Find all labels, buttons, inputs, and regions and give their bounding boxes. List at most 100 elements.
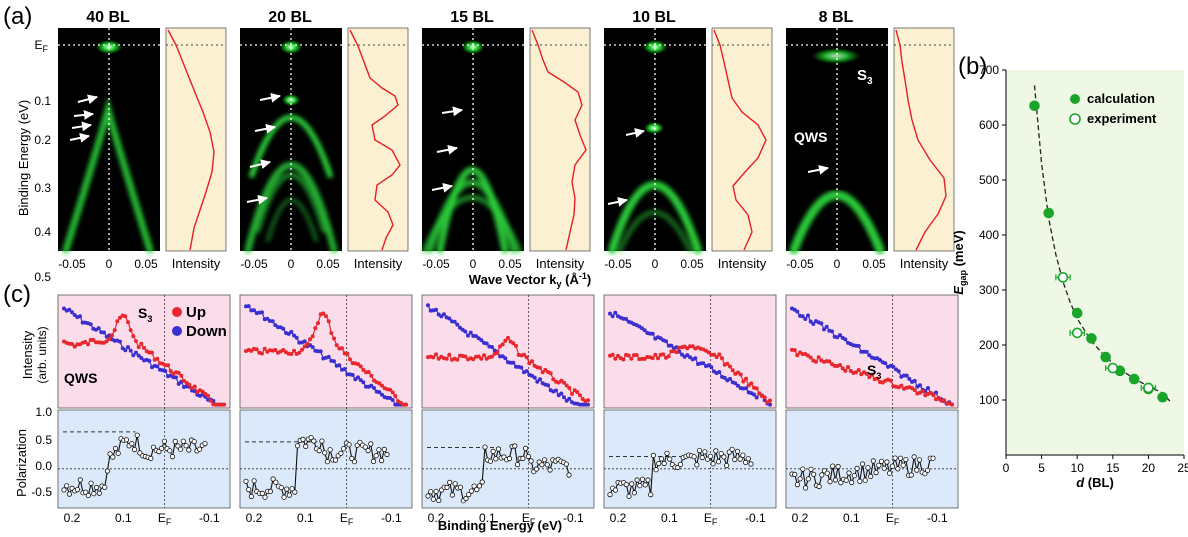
spin-up-point — [308, 337, 312, 342]
spin-x-tick: EF — [522, 511, 536, 527]
spin-up-point — [854, 370, 858, 375]
polarization-point — [444, 484, 450, 490]
polarization-point — [248, 493, 254, 500]
spin-up-point — [936, 396, 941, 400]
polarization-point — [466, 491, 472, 498]
spin-up-point — [348, 357, 352, 362]
polarization-point — [148, 455, 154, 461]
polarization-point — [903, 456, 909, 463]
spin-up-point — [356, 362, 360, 367]
polarization-point — [884, 459, 890, 465]
polarization-point — [900, 462, 906, 468]
polarization-point — [487, 458, 493, 464]
polarization-point — [104, 468, 111, 474]
polarization-point — [914, 467, 920, 473]
polarization-point — [378, 457, 385, 464]
spin-down-point — [270, 319, 275, 324]
spin-down-point — [310, 345, 315, 350]
polarization-point — [167, 448, 173, 454]
spin-x-tick: -0.1 — [563, 511, 584, 525]
spin-up-point — [471, 357, 476, 362]
polarization-point — [607, 491, 613, 498]
spin-up-point — [126, 320, 130, 325]
polarization-point — [150, 444, 157, 450]
polarization-point — [278, 484, 284, 491]
polarization-point — [436, 497, 442, 503]
spin-up-point — [297, 350, 302, 355]
polarization-point — [365, 447, 371, 454]
polarization-point — [718, 450, 724, 457]
spin-up-point — [390, 390, 395, 395]
spin-up-point — [575, 390, 580, 395]
polarization-point — [351, 459, 358, 465]
spin-down-point — [907, 376, 912, 381]
gap-x-tick: 15 — [1106, 461, 1120, 475]
legend-up-label: Up — [186, 304, 206, 321]
spin-down-point — [806, 313, 810, 318]
polarization-point — [838, 479, 844, 486]
polarization-point — [514, 461, 521, 468]
spin-down-point — [390, 398, 395, 402]
spin-down-point — [830, 329, 834, 334]
legend-experiment-label: experiment — [1087, 111, 1157, 126]
calculation-point — [1029, 100, 1040, 112]
spin-up-point — [444, 356, 449, 361]
polarization-point — [862, 477, 868, 483]
spin-up-point — [139, 341, 144, 346]
spin-down-point — [642, 328, 647, 333]
spin-down-point — [835, 335, 840, 340]
spin-up-point — [650, 356, 655, 361]
spin-up-point — [950, 402, 954, 407]
gap-x-tick: 5 — [1038, 461, 1045, 475]
spin-up-point — [538, 365, 542, 370]
polarization-point — [332, 457, 339, 463]
polarization-point — [639, 476, 646, 482]
polarization-point — [284, 486, 290, 492]
polarization-point — [83, 489, 89, 495]
spin-up-point — [292, 348, 296, 353]
spin-down-point — [484, 341, 489, 346]
polarization-point — [91, 491, 97, 497]
spin-down-point — [838, 333, 842, 338]
polarization-point — [430, 496, 436, 502]
polarization-point — [805, 476, 811, 482]
spin-up-point — [490, 354, 494, 359]
pol-tick: 0.5 — [35, 433, 52, 447]
spin-down-point — [669, 343, 674, 348]
spin-down-point — [318, 349, 323, 354]
polarization-point — [870, 458, 877, 464]
polarization-point — [338, 450, 344, 456]
spin-down-point — [912, 378, 917, 383]
gap-y-tick: 500 — [979, 173, 999, 187]
spin-up-point — [920, 389, 925, 393]
spin-up-point — [482, 353, 486, 358]
spin-up-point — [551, 377, 556, 382]
spin-down-point — [439, 314, 444, 319]
edc-curve-15bl — [531, 29, 587, 251]
spin-up-point — [166, 363, 170, 368]
spin-x-tick: 0.2 — [610, 511, 627, 525]
edc-curves — [167, 29, 947, 251]
polarization-point — [835, 463, 841, 470]
spin-down-point — [808, 319, 813, 324]
spin-up-point — [377, 381, 382, 386]
gap-y-tick: 600 — [979, 118, 999, 132]
gap-y-tick: 700 — [979, 63, 999, 77]
polarization-point — [362, 444, 368, 450]
polarization-point — [843, 477, 849, 483]
spin-down-point — [918, 383, 922, 388]
spin-down-point — [447, 316, 452, 321]
spin-x-tick: EF — [158, 511, 172, 527]
spin-up-point — [300, 347, 304, 352]
polarization-point — [819, 472, 825, 478]
polarization-point — [308, 434, 314, 441]
polarization-point — [808, 466, 814, 472]
spin-up-point — [260, 351, 264, 356]
spin-columns: 0.2 0.1 EF -0.1 0.2 0.1 EF -0.1 0.2 0.1 EF -0.1 0.2 0… — [57, 294, 959, 527]
polarization-point — [849, 479, 855, 486]
gap-y-tick: 100 — [979, 393, 999, 407]
arpes-panel-group: 40 BL 20 BL 15 BL 10 BL 8 BL Binding Ene… — [16, 9, 955, 289]
panel-label-a: (a) — [3, 3, 32, 30]
x-tick: 0 — [106, 257, 113, 271]
spin-up-point — [586, 398, 590, 403]
